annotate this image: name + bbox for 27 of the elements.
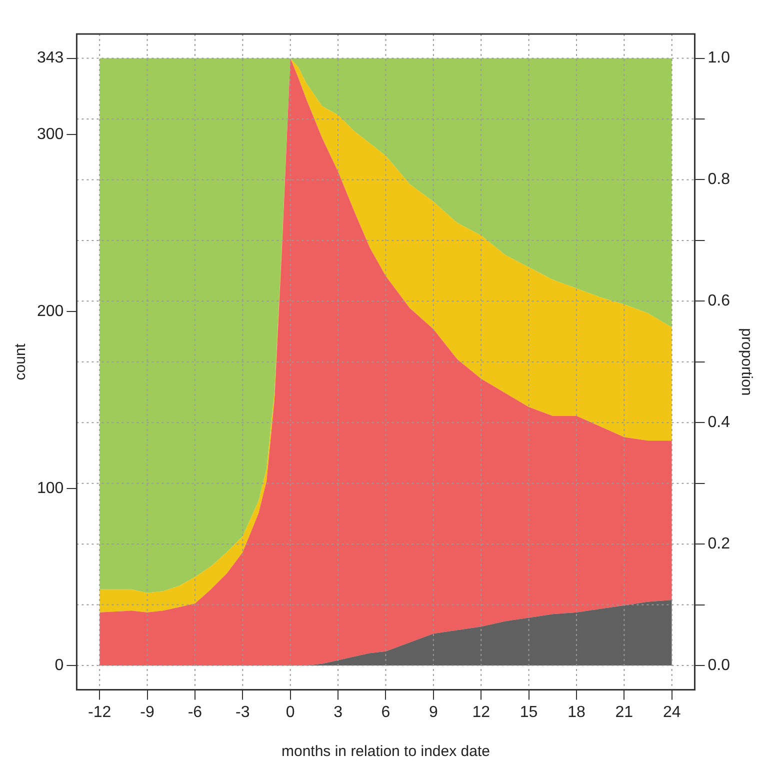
y2-axis-title: proportion	[738, 328, 755, 396]
x-tick-label: 9	[428, 704, 438, 721]
x-axis-title: months in relation to index date	[281, 743, 490, 760]
y2-tick-label: 0.6	[708, 292, 730, 310]
x-tick-label: 0	[286, 704, 295, 721]
x-tick-label: 21	[615, 704, 634, 721]
x-tick-label: -12	[88, 704, 112, 721]
x-tick-label: 12	[472, 704, 490, 721]
y2-tick-label: 1.0	[708, 50, 730, 67]
y2-tick-label: 0.8	[708, 171, 730, 188]
x-tick-label: 24	[662, 704, 681, 721]
y-tick-label: 343	[36, 50, 64, 67]
x-tick-label: 15	[520, 704, 538, 721]
y2-tick-label: 0.0	[708, 656, 730, 674]
x-tick-label: -6	[188, 704, 202, 721]
x-tick-label: 18	[568, 704, 586, 721]
x-tick-label: -9	[140, 704, 154, 721]
y-tick-label: 0	[54, 656, 64, 674]
x-tick-label: 3	[334, 704, 343, 721]
x-tick-label: 6	[381, 704, 390, 721]
y-tick-label: 200	[36, 302, 64, 320]
x-tick-label: -3	[236, 704, 250, 721]
y-tick-label: 300	[36, 126, 64, 143]
y2-tick-label: 0.2	[708, 535, 730, 552]
y2-tick-label: 0.4	[708, 414, 730, 432]
y-axis-title: count	[12, 342, 30, 380]
y-tick-label: 100	[36, 480, 64, 497]
